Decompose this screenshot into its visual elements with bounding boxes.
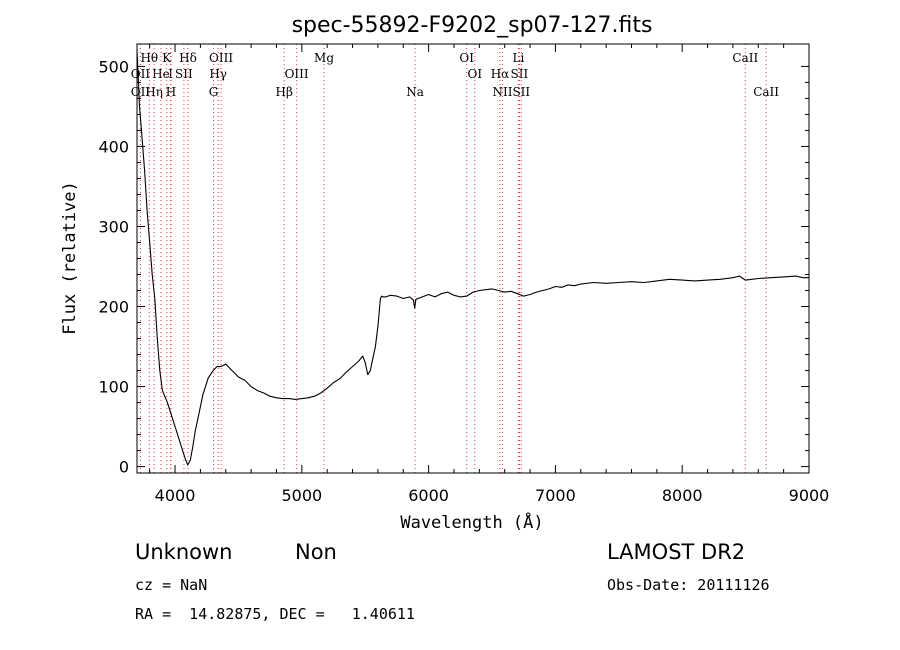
plot-frame bbox=[136, 43, 810, 474]
y-tick-label-4: 400 bbox=[98, 137, 129, 156]
line-marker-label-2: Hδ bbox=[179, 51, 197, 65]
line-marker-label-3: OIII bbox=[209, 51, 233, 65]
line-marker-label-20: G bbox=[209, 85, 219, 99]
line-marker-label-10: I bbox=[168, 67, 173, 81]
axis-ticks: 4000 5000 6000 7000 8000 9000 0 100 200 300 400 500 bbox=[98, 44, 829, 505]
x-tick-label-4: 8000 bbox=[662, 486, 703, 505]
x-tick-label-3: 7000 bbox=[535, 486, 576, 505]
line-marker-label-6: Li bbox=[512, 51, 524, 65]
line-marker-label-9: He bbox=[152, 67, 170, 81]
line-marker-label-5: OI bbox=[459, 51, 474, 65]
x-tick-label-5: 9000 bbox=[789, 486, 830, 505]
line-marker-label-12: Hγ bbox=[209, 67, 227, 81]
x-tick-label-0: 4000 bbox=[155, 486, 196, 505]
line-marker-label-15: Hα bbox=[491, 67, 510, 81]
x-tick-label-1: 5000 bbox=[281, 486, 322, 505]
line-marker-label-25: CaII bbox=[753, 85, 779, 99]
x-axis-title: Wavelength (Å) bbox=[400, 511, 543, 533]
survey-label: LAMOST DR2 bbox=[607, 540, 746, 564]
chart-title: spec-55892-F9202_sp07-127.fits bbox=[292, 13, 653, 38]
y-tick-label-3: 300 bbox=[98, 217, 129, 236]
line-marker-label-0: Hθ bbox=[140, 51, 158, 65]
line-marker-label-16: SII bbox=[511, 67, 529, 81]
line-marker-label-7: CaII bbox=[732, 51, 758, 65]
line-marker-label-8: OII bbox=[131, 67, 151, 81]
y-axis-title: Flux (relative) bbox=[60, 181, 80, 335]
line-marker-label-19: H bbox=[166, 85, 176, 99]
line-marker-label-23: NII bbox=[493, 85, 513, 99]
spectrum-line-0 bbox=[136, 50, 809, 466]
line-marker-label-11: SII bbox=[175, 67, 193, 81]
line-marker-label-14: OI bbox=[467, 67, 482, 81]
line-marker-label-24: SII bbox=[512, 85, 530, 99]
line-marker-label-1: K bbox=[162, 51, 172, 65]
y-tick-label-1: 100 bbox=[98, 378, 129, 397]
y-tick-label-5: 500 bbox=[98, 57, 129, 76]
ra-dec-coordinates: RA = 14.82875, DEC = 1.40611 bbox=[135, 605, 415, 623]
line-marker-label-17: OII bbox=[131, 85, 151, 99]
line-marker-label-22: Na bbox=[406, 85, 424, 99]
class-label: Unknown bbox=[135, 540, 233, 564]
line-marker-label-21: Hβ bbox=[276, 85, 293, 99]
line-marker-label-4: Mg bbox=[314, 51, 334, 65]
y-tick-label-0: 0 bbox=[119, 458, 129, 477]
obs-date: Obs-Date: 20111126 bbox=[607, 576, 770, 594]
subclass-label: Non bbox=[295, 540, 337, 564]
x-tick-label-2: 6000 bbox=[408, 486, 449, 505]
spectrum-series bbox=[136, 50, 809, 466]
y-tick-label-2: 200 bbox=[98, 298, 129, 317]
line-marker-label-18: Hη bbox=[145, 85, 163, 99]
line-marker-label-13: OIII bbox=[285, 67, 309, 81]
cz-value: cz = NaN bbox=[135, 576, 208, 594]
